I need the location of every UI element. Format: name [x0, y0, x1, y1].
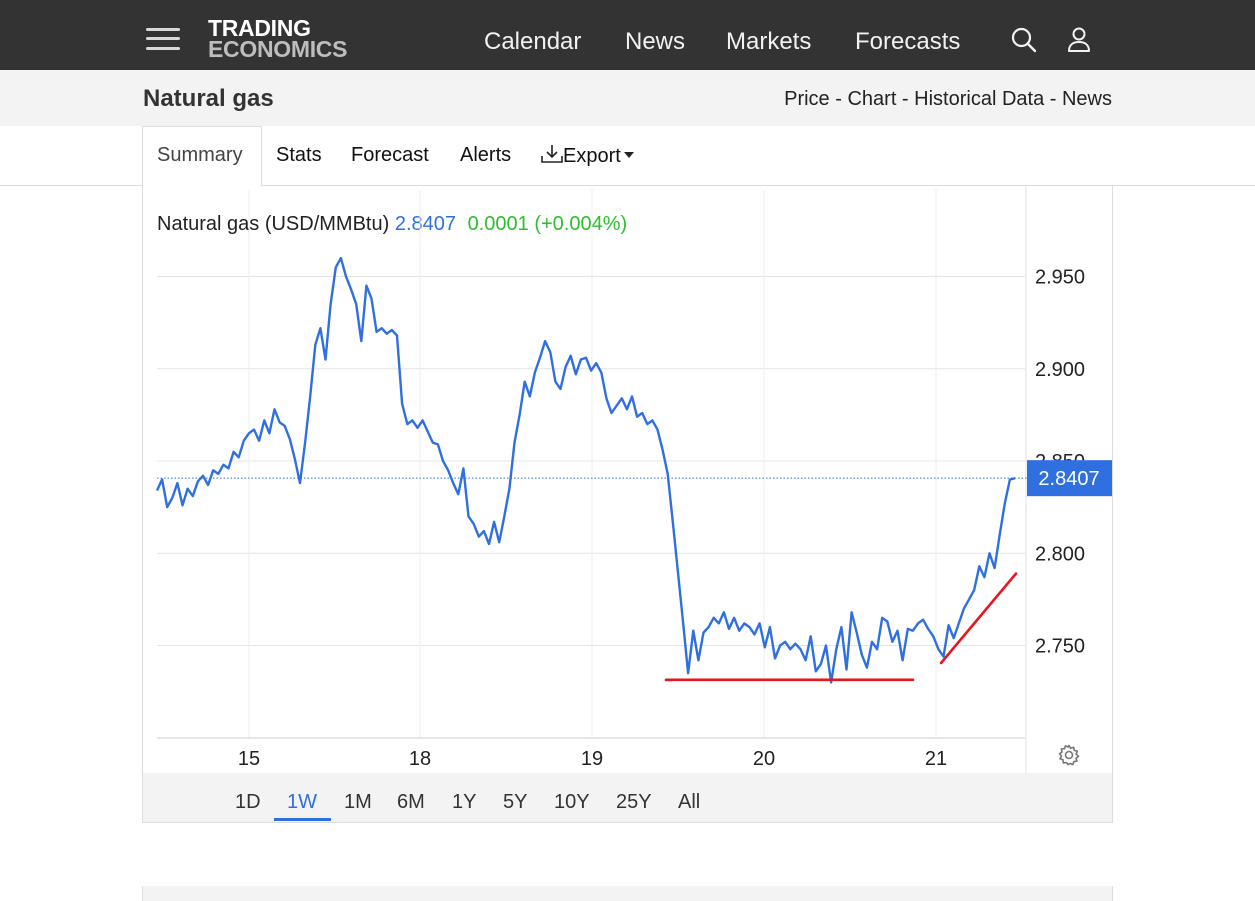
quote-price: 2.8407	[394, 213, 457, 235]
user-icon[interactable]	[1066, 26, 1092, 54]
subheader-links: Price - Chart - Historical Data - News	[784, 88, 1112, 111]
range-5y[interactable]: 5Y	[503, 791, 528, 813]
link-historical-data[interactable]: Historical Data	[914, 88, 1045, 110]
chart-panel	[142, 186, 1113, 823]
quote-change-percent: (+0.004%)	[534, 213, 628, 235]
tab-alerts[interactable]: Alerts	[460, 144, 512, 166]
range-1w[interactable]: 1W	[287, 791, 317, 813]
active-range-indicator	[274, 818, 331, 821]
range-6m[interactable]: 6M	[397, 791, 425, 813]
link-chart[interactable]: Chart	[847, 88, 897, 110]
range-all[interactable]: All	[678, 791, 701, 813]
link-price[interactable]: Price	[784, 88, 830, 110]
quote-header: Natural gas (USD/MMBtu) 2.8407 0.0001 (+…	[157, 213, 627, 236]
tab-export-label: Export	[563, 145, 621, 167]
range-1y[interactable]: 1Y	[452, 791, 477, 813]
active-tab-frame	[142, 126, 262, 187]
range-1m[interactable]: 1M	[344, 791, 372, 813]
separator: -	[896, 88, 915, 110]
separator: -	[829, 88, 848, 110]
link-news[interactable]: News	[1061, 88, 1112, 110]
tab-export[interactable]: Export	[541, 144, 636, 168]
tab-forecast[interactable]: Forecast	[351, 144, 429, 166]
nav-markets[interactable]: Markets	[726, 28, 812, 55]
range-selector	[143, 773, 1112, 822]
quote-change: 0.0001	[467, 213, 529, 235]
logo-line1: TRADING	[208, 15, 311, 41]
range-25y[interactable]: 25Y	[616, 791, 652, 813]
page-subheader	[0, 70, 1255, 126]
quote-label: Natural gas (USD/MMBtu)	[157, 213, 390, 235]
range-1d[interactable]: 1D	[235, 791, 261, 813]
bottom-panel	[142, 886, 1113, 901]
nav-calendar[interactable]: Calendar	[484, 28, 582, 55]
top-navbar	[0, 0, 1255, 70]
tab-summary[interactable]: Summary	[157, 144, 243, 166]
separator: -	[1044, 88, 1062, 110]
download-icon	[541, 145, 563, 163]
nav-forecasts[interactable]: Forecasts	[855, 28, 961, 55]
tab-bar	[0, 126, 1255, 186]
search-icon[interactable]	[1010, 26, 1038, 54]
nav-news[interactable]: News	[625, 28, 686, 55]
page-title: Natural gas	[143, 85, 274, 112]
logo-line2: ECONOMICS	[208, 36, 348, 62]
tab-stats[interactable]: Stats	[276, 144, 322, 166]
menu-icon[interactable]	[146, 26, 180, 52]
caret-down-icon	[623, 152, 634, 158]
range-10y[interactable]: 10Y	[554, 791, 590, 813]
gear-icon[interactable]	[1057, 743, 1081, 767]
brand-logo[interactable]: TRADING ECONOMICS	[208, 15, 348, 62]
